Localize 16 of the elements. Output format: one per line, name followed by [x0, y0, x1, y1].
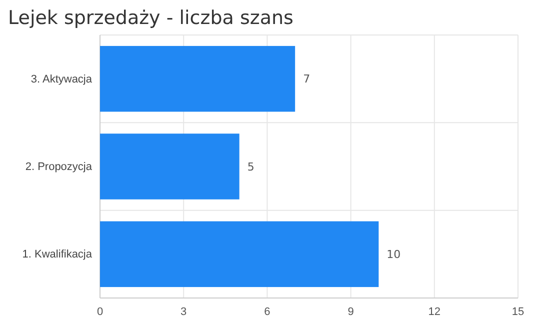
x-tick-label: 6 — [264, 306, 270, 318]
bar — [100, 46, 296, 112]
x-tick-label: 12 — [428, 306, 441, 318]
bar — [100, 221, 379, 288]
y-tick-label: 3. Aktywacja — [30, 73, 93, 86]
bar — [100, 134, 240, 200]
y-tick-label: 1. Kwalifikacja — [22, 248, 93, 261]
chart-title: Lejek sprzedaży - liczba szans — [8, 7, 294, 29]
x-tick-label: 15 — [512, 306, 524, 318]
data-label: 5 — [247, 160, 254, 174]
x-tick-label: 3 — [180, 306, 187, 318]
y-tick-label: 2. Propozycja — [25, 161, 93, 174]
data-label: 7 — [303, 72, 310, 86]
x-tick-label: 9 — [348, 306, 354, 318]
data-label: 10 — [386, 248, 401, 262]
x-tick-label: 0 — [96, 306, 104, 318]
